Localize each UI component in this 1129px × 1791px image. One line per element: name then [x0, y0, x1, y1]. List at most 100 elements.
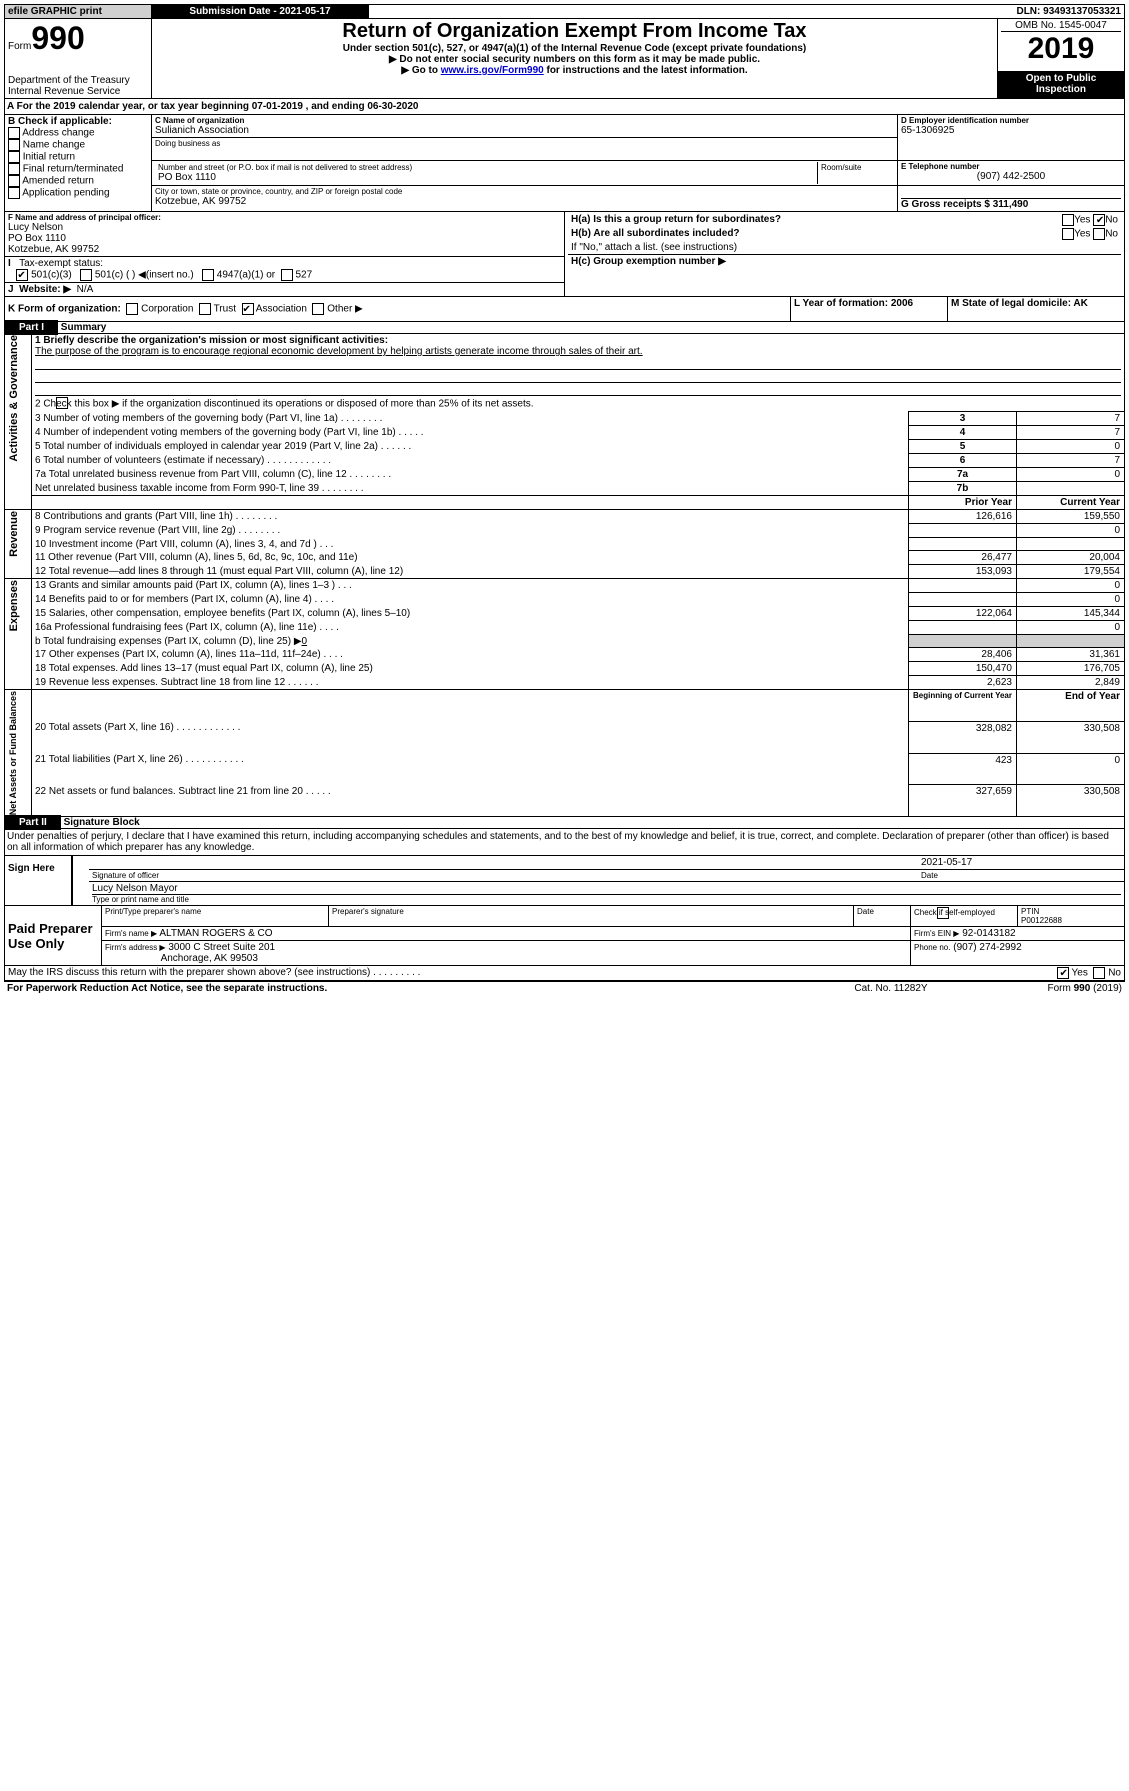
firm-ein-cell: Firm's EIN ▶ 92-0143182: [911, 927, 1125, 941]
firm-phone: (907) 274-2992: [953, 942, 1021, 953]
box-b: B Check if applicable: Address change Na…: [5, 115, 152, 212]
tax-year: 2019: [1001, 32, 1121, 66]
box-f: F Name and address of principal officer:…: [5, 212, 565, 257]
chk-self-employed-cell: Check if self-employed: [911, 906, 1018, 927]
c12: 179,554: [1017, 565, 1125, 579]
line-6: 6 Total number of volunteers (estimate i…: [32, 454, 909, 468]
line-13: 13 Grants and similar amounts paid (Part…: [32, 579, 909, 593]
officer-city: Kotzebue, AK 99752: [8, 244, 561, 255]
p8: 126,616: [909, 510, 1017, 524]
chk-ha-yes[interactable]: [1062, 214, 1074, 226]
officer-name: Lucy Nelson: [8, 222, 561, 233]
org-name: Sulianich Association: [155, 125, 894, 136]
c15: 145,344: [1017, 607, 1125, 621]
chk-discuss-yes[interactable]: [1057, 967, 1069, 979]
chk-amended[interactable]: [8, 175, 20, 187]
chk-ha-no[interactable]: [1093, 214, 1105, 226]
line-12: 12 Total revenue—add lines 8 through 11 …: [32, 565, 909, 579]
firm-addr2: Anchorage, AK 99503: [161, 953, 258, 964]
chk-initial-return[interactable]: [8, 151, 20, 163]
efile-label[interactable]: efile GRAPHIC print: [5, 5, 152, 19]
omb-number: OMB No. 1545-0047: [1001, 20, 1121, 32]
chk-assoc[interactable]: [242, 303, 254, 315]
chk-discuss-no[interactable]: [1093, 967, 1105, 979]
chk-trust[interactable]: [199, 303, 211, 315]
h-b-note: If "No," attach a list. (see instruction…: [568, 241, 1121, 255]
chk-discontinued[interactable]: [56, 397, 68, 409]
box-j: J Website: ▶ N/A: [5, 283, 565, 297]
line-16a: 16a Professional fundraising fees (Part …: [32, 621, 909, 635]
val-3: 7: [1017, 412, 1125, 426]
sig-officer-label: Signature of officer: [89, 870, 918, 882]
sig-date-label: Date: [918, 870, 1125, 882]
sign-here-label: Sign Here: [5, 856, 73, 882]
chk-4947[interactable]: [202, 269, 214, 281]
box-c-name: C Name of organization Sulianich Associa…: [152, 115, 898, 138]
line-14: 14 Benefits paid to or for members (Part…: [32, 593, 909, 607]
irs-link[interactable]: www.irs.gov/Form990: [441, 65, 544, 76]
chk-501c[interactable]: [80, 269, 92, 281]
p22: 327,659: [909, 785, 1017, 817]
footer-right: Form 990 (2019): [969, 982, 1125, 995]
prep-date-label: Date: [854, 906, 911, 927]
dln: DLN: 93493137053321: [938, 5, 1125, 19]
section-expenses: Expenses: [8, 580, 20, 631]
chk-corp[interactable]: [126, 303, 138, 315]
phone-value: (907) 442-2500: [901, 171, 1121, 182]
chk-501c3[interactable]: [16, 269, 28, 281]
p10: [909, 538, 1017, 551]
discuss-answer: Yes No: [998, 966, 1125, 981]
chk-application-pending[interactable]: [8, 187, 20, 199]
line-2: 2 Check this box ▶ if the organization d…: [32, 397, 1125, 412]
chk-hb-no[interactable]: [1093, 228, 1105, 240]
perjury-text: Under penalties of perjury, I declare th…: [4, 829, 1125, 856]
chk-self-employed[interactable]: [937, 907, 949, 919]
line-8: 8 Contributions and grants (Part VIII, l…: [32, 510, 909, 524]
line-11: 11 Other revenue (Part VIII, column (A),…: [32, 551, 909, 565]
p17: 28,406: [909, 648, 1017, 662]
p20: 328,082: [909, 721, 1017, 753]
chk-hb-yes[interactable]: [1062, 228, 1074, 240]
sign-here-block: Sign Here 2021-05-17 Signature of office…: [4, 856, 1125, 906]
firm-name: ALTMAN ROGERS & CO: [159, 928, 272, 939]
chk-name-change[interactable]: [8, 139, 20, 151]
room-suite: Room/suite: [818, 162, 895, 184]
hdr-prior: Prior Year: [909, 496, 1017, 510]
box-b-label: B Check if applicable:: [8, 116, 148, 127]
section-netassets: Net Assets or Fund Balances: [8, 691, 18, 815]
paid-preparer-label: Paid Preparer Use Only: [5, 906, 102, 966]
dept-treasury: Department of the Treasury: [8, 75, 148, 86]
line-20: 20 Total assets (Part X, line 16) . . . …: [32, 721, 909, 753]
line-7b: Net unrelated business taxable income fr…: [32, 482, 909, 496]
p12: 153,093: [909, 565, 1017, 579]
c8: 159,550: [1017, 510, 1125, 524]
chk-other[interactable]: [312, 303, 324, 315]
box-k: K Form of organization: Corporation Trus…: [5, 297, 791, 322]
part2-header: Part II Signature Block: [4, 817, 1125, 829]
dba-label: Doing business as: [155, 139, 894, 148]
gross-receipts: G Gross receipts $ 311,490: [901, 198, 1121, 210]
p9: [909, 524, 1017, 538]
form-note-ssn: ▶ Do not enter social security numbers o…: [155, 54, 994, 65]
officer-block: F Name and address of principal officer:…: [4, 212, 1125, 297]
part1-body: Activities & Governance 1 Briefly descri…: [4, 334, 1125, 817]
hdr-end: End of Year: [1017, 690, 1125, 722]
c21: 0: [1017, 753, 1125, 785]
p14: [909, 593, 1017, 607]
line-22: 22 Net assets or fund balances. Subtract…: [32, 785, 909, 817]
part1-header: Part I Summary: [4, 322, 1125, 334]
val-5: 0: [1017, 440, 1125, 454]
form-number: 990: [31, 20, 84, 56]
c11: 20,004: [1017, 551, 1125, 565]
ptin-cell: PTINP00122688: [1018, 906, 1125, 927]
val-7b: [1017, 482, 1125, 496]
c10: [1017, 538, 1125, 551]
chk-527[interactable]: [281, 269, 293, 281]
line-5: 5 Total number of individuals employed i…: [32, 440, 909, 454]
box-h: H(a) Is this a group return for subordin…: [565, 212, 1125, 297]
chk-address-change[interactable]: [8, 127, 20, 139]
c9: 0: [1017, 524, 1125, 538]
form-subtitle: Under section 501(c), 527, or 4947(a)(1)…: [155, 43, 994, 54]
chk-final-return[interactable]: [8, 163, 20, 175]
val-6: 7: [1017, 454, 1125, 468]
